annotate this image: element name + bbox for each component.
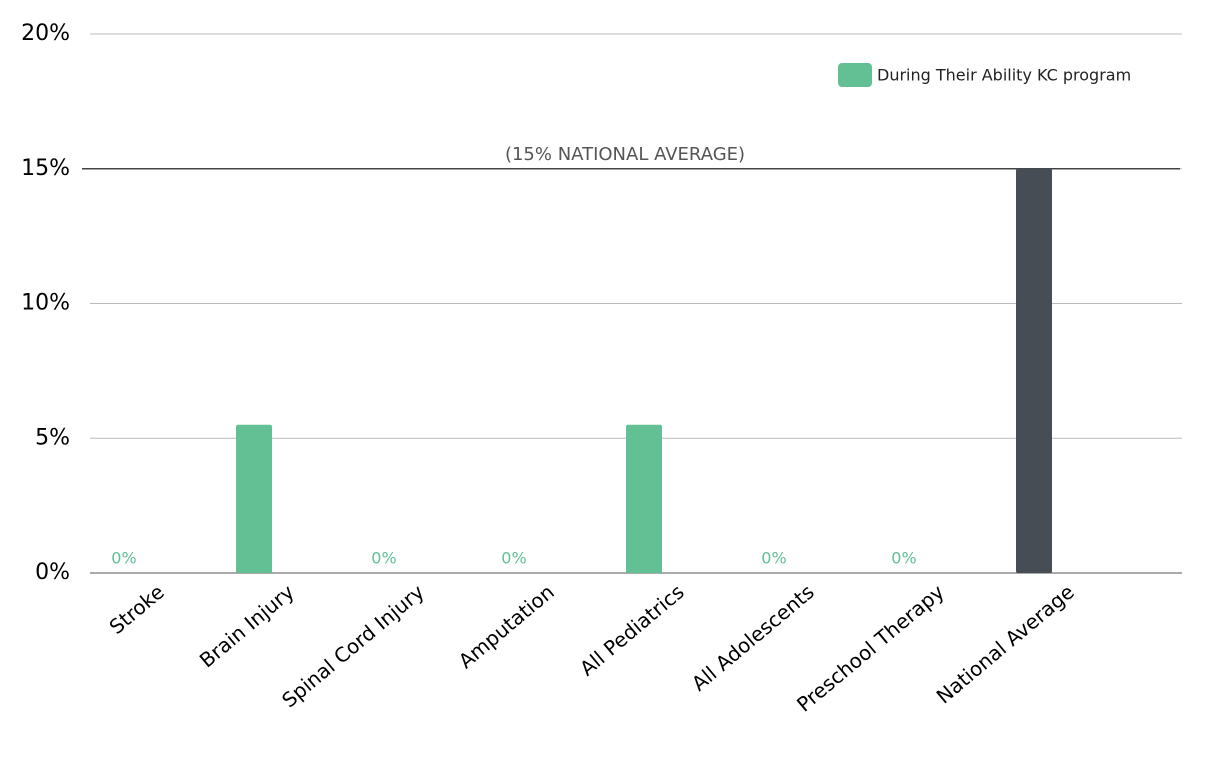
- x-tick-label: Amputation: [454, 580, 559, 674]
- bar: [236, 424, 272, 573]
- legend-label: During Their Ability KC program: [877, 66, 1131, 85]
- y-tick-label: 0%: [35, 560, 70, 585]
- value-label: 0%: [891, 549, 916, 568]
- x-tick-label: All Pediatrics: [575, 580, 689, 681]
- y-tick-label: 15%: [21, 156, 70, 181]
- x-tick-label: All Adolescents: [687, 580, 819, 696]
- bar: [626, 424, 662, 573]
- x-tick-label: Spinal Cord Injury: [277, 580, 429, 713]
- value-label: 0%: [501, 549, 526, 568]
- reference-label: (15% NATIONAL AVERAGE): [505, 144, 745, 165]
- value-label: 0%: [111, 549, 136, 568]
- y-tick-label: 10%: [21, 291, 70, 316]
- y-tick-label: 20%: [21, 21, 70, 46]
- x-tick-label: Stroke: [104, 580, 168, 639]
- x-tick-label: Brain Injury: [195, 580, 299, 673]
- x-tick-label: National Average: [932, 580, 1079, 709]
- bar: [1016, 168, 1052, 573]
- value-label: 0%: [371, 549, 396, 568]
- legend-swatch: [838, 63, 872, 87]
- value-label: 0%: [761, 549, 786, 568]
- y-tick-label: 5%: [35, 425, 70, 450]
